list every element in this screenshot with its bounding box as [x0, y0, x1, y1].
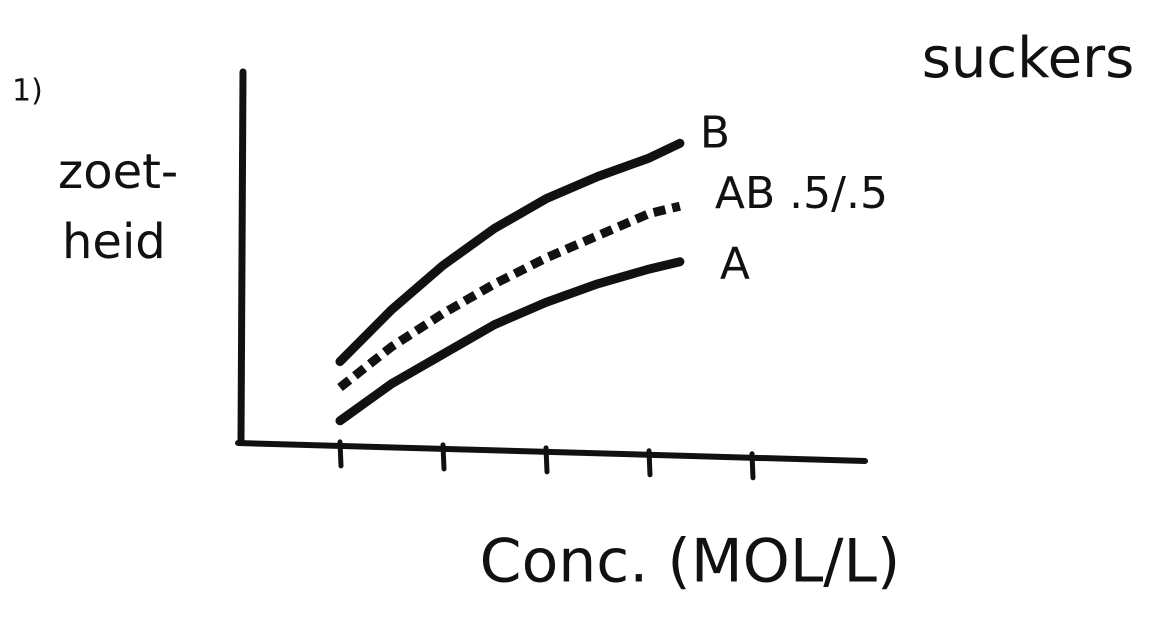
x-tick — [546, 448, 547, 472]
y-axis — [241, 72, 243, 440]
x-tick — [649, 451, 650, 475]
chart-title: suckers — [922, 26, 1135, 91]
chart: suckers 1) zoet- heid Conc. (MOL/L) B AB … — [0, 0, 1169, 620]
series-label: AB .5/.5 — [715, 168, 888, 219]
x-tick — [443, 445, 444, 469]
series-line — [340, 262, 680, 421]
series-label: A — [720, 239, 750, 290]
series-line — [340, 206, 680, 387]
x-axis-label: Conc. (MOL/L) — [480, 527, 901, 597]
figure-number: 1) — [12, 74, 43, 109]
y-axis-label: zoet- — [58, 144, 178, 200]
x-tick — [752, 454, 753, 478]
x-tick — [340, 442, 341, 466]
series-label: B — [700, 107, 730, 158]
series-line — [340, 143, 680, 361]
y-axis-label: heid — [62, 214, 166, 270]
x-axis — [238, 443, 865, 461]
